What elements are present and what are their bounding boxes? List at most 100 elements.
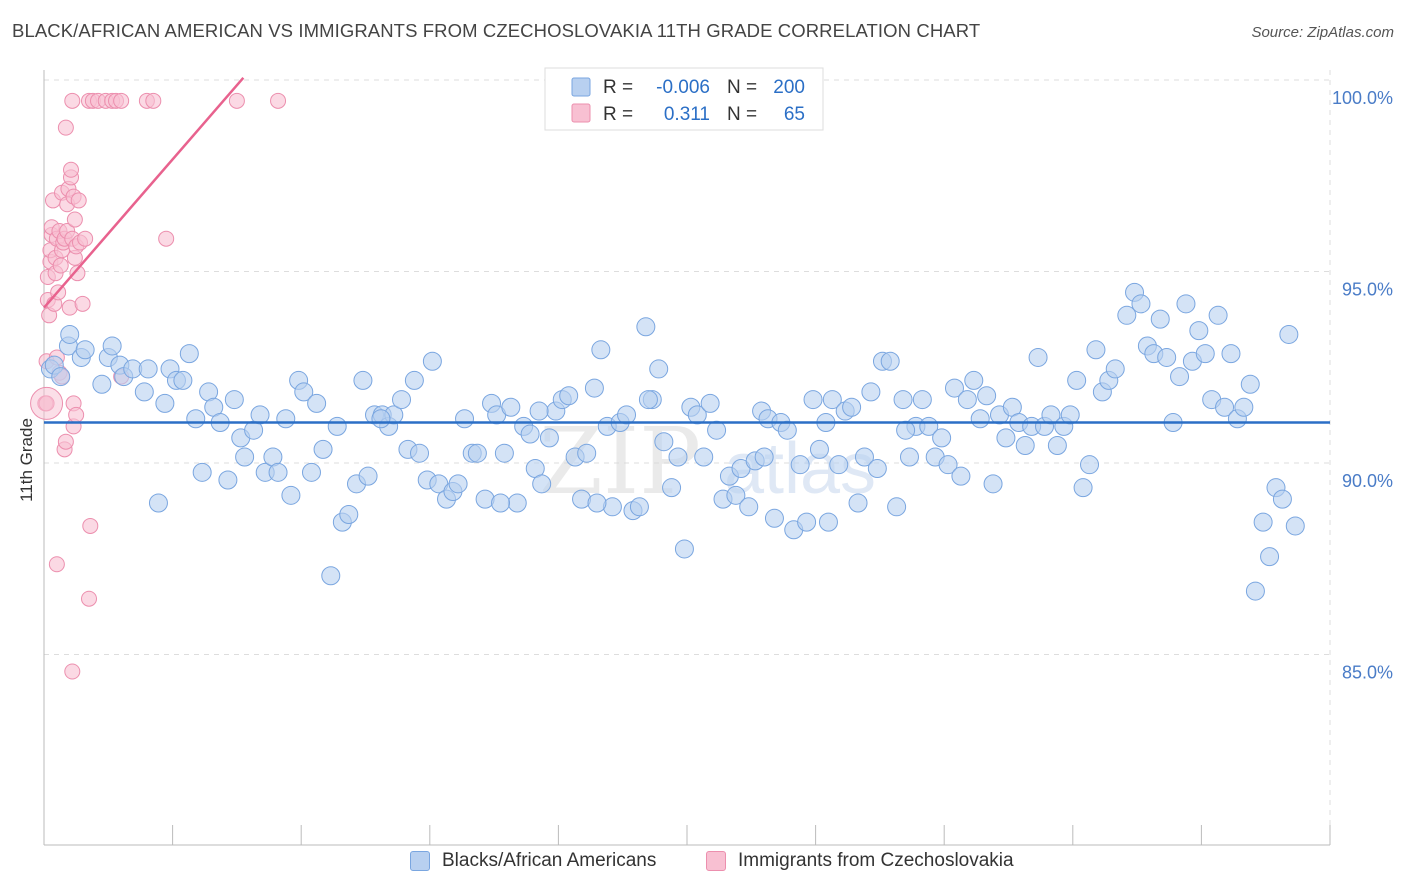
point-black-71 [507,493,527,513]
point-black-183 [1234,397,1254,417]
point-black-130 [887,497,907,517]
y-tick-label-1: 90.0% [1342,471,1393,491]
point-black-21 [186,409,206,429]
point-black-131 [893,390,913,410]
point-black-105 [726,485,746,505]
point-black-4 [60,324,80,344]
point-black-75 [532,474,552,494]
point-black-22 [192,462,212,482]
y-tick-label-2: 95.0% [1342,280,1393,300]
point-black-173 [1170,367,1190,387]
point-black-127 [867,459,887,479]
point-black-20 [179,344,199,364]
point-black-58 [422,351,442,371]
point-black-43 [327,416,347,436]
point-black-139 [944,378,964,398]
point-black-39 [301,462,321,482]
legend-swatch-czechoslovakia [706,851,726,871]
legend-r-label-1: R = [603,77,633,98]
legend-label-czechoslovakia: Immigrants from Czechoslovakia [738,850,1014,871]
legend-n-value-2: 65 [784,104,805,125]
point-black-115 [790,455,810,475]
point-black-90 [629,497,649,517]
point-black-179 [1208,305,1228,325]
point-black-116 [797,512,817,532]
point-czech-29 [63,161,80,178]
point-black-176 [1189,321,1209,341]
point-black-174 [1176,294,1196,314]
point-black-26 [218,470,238,490]
point-black-142 [964,370,984,390]
point-black-9 [102,336,122,356]
point-black-120 [822,390,842,410]
point-black-79 [559,386,579,406]
point-black-159 [1073,478,1093,498]
point-black-93 [649,359,669,379]
point-czech-50 [228,92,245,109]
point-black-15 [148,493,168,513]
point-black-184 [1240,374,1260,394]
point-black-189 [1272,489,1292,509]
point-czech-59 [81,590,98,607]
legend-r-label-2: R = [603,104,633,125]
point-black-141 [957,390,977,410]
point-black-185 [1245,581,1265,601]
point-czech-35 [69,265,86,282]
point-czech-49 [158,230,175,247]
point-black-158 [1067,370,1087,390]
point-czech-56 [68,406,85,423]
point-black-70 [501,397,521,417]
point-black-192 [371,409,391,429]
point-czech-39 [77,230,94,247]
point-black-69 [494,443,514,463]
point-black-193 [529,401,549,421]
point-black-19 [173,370,193,390]
point-black-101 [700,393,720,413]
point-black-62 [448,474,468,494]
bottom-legend: Blacks/African Americans Immigrants from… [0,850,1406,880]
point-black-117 [803,390,823,410]
point-black-181 [1221,344,1241,364]
point-black-88 [617,405,637,425]
legend-r-value-2: 0.311 [664,104,710,125]
point-black-91 [636,317,656,337]
point-black-123 [842,397,862,417]
point-black-41 [313,439,333,459]
point-black-38 [294,382,314,402]
point-czech-23 [57,119,74,136]
point-black-29 [235,447,255,467]
point-black-113 [777,420,797,440]
point-black-145 [983,474,1003,494]
point-czech-58 [82,517,99,534]
y-tick-label-3: 100.0% [1332,88,1393,108]
legend-box: R = -0.006 N = 200 R = 0.311 N = 65 [544,67,824,131]
legend-n-label-2: N = [727,104,757,125]
point-black-160 [1080,455,1100,475]
scatter-chart: ZIP atlas 85.0%90.0%95.0%100.0%0.0%100.0… [17,67,1393,846]
point-black-140 [951,466,971,486]
point-black-126 [861,382,881,402]
legend-n-label-1: N = [727,77,757,98]
point-black-63 [455,409,475,429]
point-czech-46 [113,92,130,109]
point-black-53 [392,390,412,410]
point-black-96 [668,447,688,467]
point-black-155 [1047,436,1067,456]
point-black-137 [932,428,952,448]
legend-item-black: Blacks/African Americans [410,850,656,872]
chart-title: BLACK/AFRICAN AMERICAN VS IMMIGRANTS FRO… [12,20,981,41]
point-black-35 [276,409,296,429]
y-tick-label-0: 85.0% [1342,663,1393,683]
point-black-55 [404,370,424,390]
point-black-198 [638,390,658,410]
point-black-197 [491,493,511,513]
point-black-7 [92,374,112,394]
legend-swatch-black [410,851,430,871]
point-black-45 [339,504,359,524]
y-axis-label: 11th Grade [17,418,36,502]
point-black-48 [358,466,378,486]
legend-item-czechoslovakia: Immigrants from Czechoslovakia [706,850,1014,872]
point-black-138 [938,455,958,475]
point-black-161 [1086,340,1106,360]
point-black-14 [138,359,158,379]
